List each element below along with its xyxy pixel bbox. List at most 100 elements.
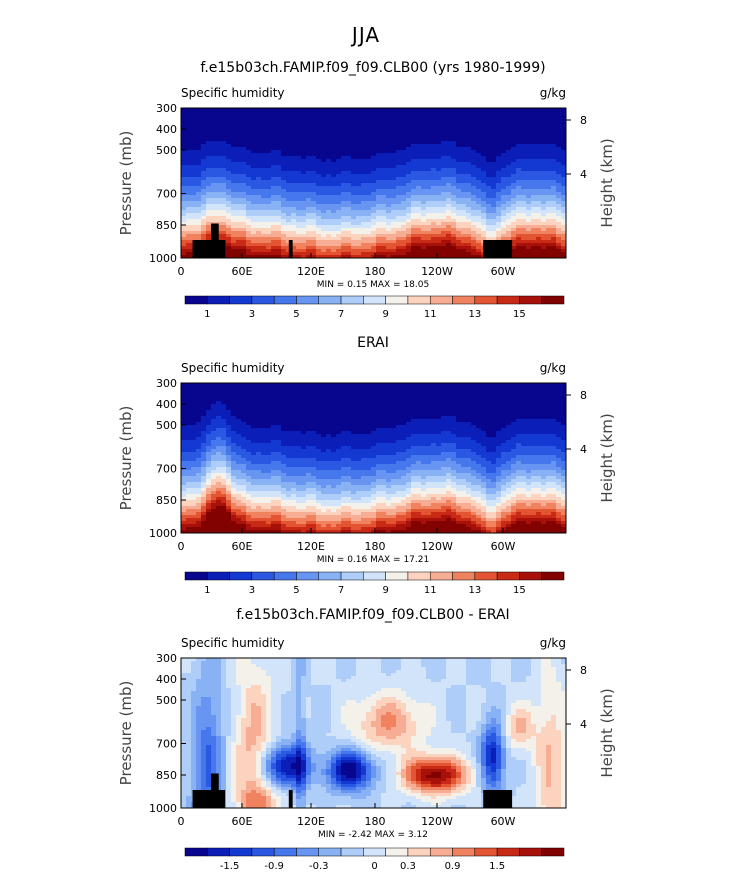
contour-cell bbox=[546, 398, 552, 402]
contour-cell bbox=[511, 243, 517, 247]
contour-cell bbox=[501, 171, 507, 175]
contour-cell bbox=[556, 156, 562, 160]
contour-cell bbox=[541, 419, 547, 423]
contour-cell bbox=[406, 129, 412, 133]
contour-cell bbox=[206, 153, 212, 157]
contour-cell bbox=[376, 147, 382, 151]
contour-cell bbox=[536, 216, 542, 220]
contour-cell bbox=[361, 123, 367, 127]
contour-cell bbox=[406, 395, 412, 399]
contour-cell bbox=[281, 228, 287, 232]
contour-cell bbox=[256, 204, 262, 208]
contour-cell bbox=[336, 234, 342, 238]
contour-cell bbox=[206, 237, 212, 241]
contour-cell bbox=[451, 225, 457, 229]
contour-cell bbox=[451, 141, 457, 145]
contour-cell bbox=[541, 162, 547, 166]
contour-cell bbox=[381, 404, 387, 408]
contour-cell bbox=[556, 180, 562, 184]
contour-cell bbox=[431, 183, 437, 187]
contour-cell bbox=[546, 141, 552, 145]
contour-cell bbox=[386, 246, 392, 250]
contour-cell bbox=[221, 150, 227, 154]
contour-cell bbox=[526, 207, 532, 211]
contour-cell bbox=[226, 383, 232, 387]
contour-cell bbox=[291, 138, 297, 142]
contour-cell bbox=[481, 159, 487, 163]
contour-cell bbox=[456, 138, 462, 142]
contour-cell bbox=[436, 168, 442, 172]
contour-cell bbox=[381, 207, 387, 211]
contour-cell bbox=[546, 389, 552, 393]
contour-cell bbox=[441, 252, 447, 256]
contour-cell bbox=[476, 123, 482, 127]
contour-cell bbox=[301, 171, 307, 175]
contour-cell bbox=[291, 413, 297, 417]
contour-cell bbox=[276, 252, 282, 256]
contour-cell bbox=[396, 398, 402, 402]
contour-cell bbox=[311, 132, 317, 136]
contour-cell bbox=[346, 383, 352, 387]
contour-cell bbox=[196, 413, 202, 417]
contour-cell bbox=[366, 120, 372, 124]
contour-cell bbox=[426, 249, 432, 253]
contour-cell bbox=[401, 207, 407, 211]
contour-cell bbox=[521, 243, 527, 247]
contour-cell bbox=[301, 413, 307, 417]
contour-cell bbox=[231, 120, 237, 124]
contour-cell bbox=[551, 201, 557, 205]
contour-cell bbox=[226, 413, 232, 417]
contour-cell bbox=[371, 174, 377, 178]
contour-cell bbox=[556, 141, 562, 145]
contour-cell bbox=[401, 228, 407, 232]
contour-cell bbox=[336, 246, 342, 250]
contour-cell bbox=[356, 180, 362, 184]
contour-cell bbox=[416, 401, 422, 405]
contour-cell bbox=[201, 132, 207, 136]
contour-cell bbox=[201, 228, 207, 232]
contour-cell bbox=[301, 234, 307, 238]
contour-cell bbox=[346, 186, 352, 190]
contour-cell bbox=[391, 225, 397, 229]
contour-cell bbox=[211, 150, 217, 154]
contour-cell bbox=[486, 138, 492, 142]
contour-cell bbox=[451, 114, 457, 118]
contour-cell bbox=[191, 228, 197, 232]
contour-cell bbox=[341, 216, 347, 220]
contour-cell bbox=[231, 108, 237, 112]
contour-cell bbox=[361, 389, 367, 393]
contour-cell bbox=[441, 111, 447, 115]
contour-cell bbox=[541, 207, 547, 211]
contour-cell bbox=[266, 177, 272, 181]
contour-cell bbox=[351, 153, 357, 157]
contour-cell bbox=[286, 389, 292, 393]
contour-cell bbox=[206, 407, 212, 411]
contour-cell bbox=[196, 132, 202, 136]
contour-cell bbox=[286, 210, 292, 214]
contour-cell bbox=[386, 183, 392, 187]
contour-cell bbox=[411, 198, 417, 202]
contour-cell bbox=[341, 177, 347, 181]
contour-cell bbox=[526, 410, 532, 414]
contour-cell bbox=[511, 123, 517, 127]
contour-cell bbox=[431, 147, 437, 151]
contour-cell bbox=[546, 240, 552, 244]
contour-cell bbox=[291, 162, 297, 166]
colorbar-swatch bbox=[340, 295, 364, 305]
contour-cell bbox=[231, 114, 237, 118]
contour-cell bbox=[546, 111, 552, 115]
contour-cell bbox=[271, 126, 277, 130]
contour-cell bbox=[386, 204, 392, 208]
contour-cell bbox=[341, 228, 347, 232]
contour-cell bbox=[406, 407, 412, 411]
contour-cell bbox=[246, 150, 252, 154]
contour-cell bbox=[546, 120, 552, 124]
contour-cell bbox=[461, 243, 467, 247]
contour-cell bbox=[276, 237, 282, 241]
contour-cell bbox=[356, 249, 362, 253]
contour-cell bbox=[546, 422, 552, 426]
contour-cell bbox=[276, 398, 282, 402]
contour-cell bbox=[246, 410, 252, 414]
contour-cell bbox=[236, 416, 242, 420]
contour-cell bbox=[321, 419, 327, 423]
